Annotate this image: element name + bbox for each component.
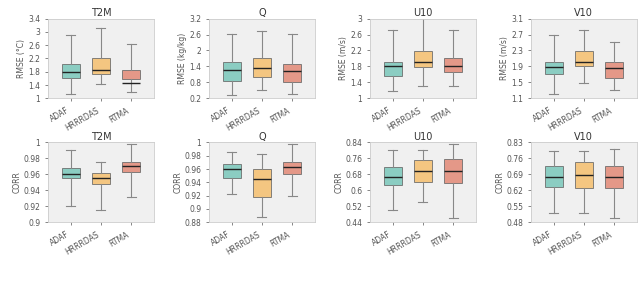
PathPatch shape (605, 166, 623, 188)
PathPatch shape (122, 162, 140, 172)
PathPatch shape (61, 168, 80, 178)
PathPatch shape (92, 173, 110, 184)
Y-axis label: CORR: CORR (334, 171, 343, 193)
PathPatch shape (575, 162, 593, 188)
PathPatch shape (444, 58, 462, 72)
Y-axis label: CORR: CORR (12, 171, 21, 193)
PathPatch shape (253, 58, 271, 77)
Y-axis label: RMSE (°C): RMSE (°C) (17, 39, 26, 78)
PathPatch shape (122, 70, 140, 79)
Y-axis label: RMSE (kg/kg): RMSE (kg/kg) (179, 33, 188, 84)
Y-axis label: CORR: CORR (173, 171, 182, 193)
PathPatch shape (223, 164, 241, 178)
PathPatch shape (383, 62, 402, 76)
PathPatch shape (414, 51, 432, 67)
PathPatch shape (223, 62, 241, 81)
PathPatch shape (605, 62, 623, 78)
Title: U10: U10 (413, 8, 433, 18)
PathPatch shape (414, 160, 432, 182)
PathPatch shape (545, 62, 563, 74)
Title: U10: U10 (413, 132, 433, 142)
PathPatch shape (253, 169, 271, 197)
Title: T2M: T2M (91, 8, 111, 18)
PathPatch shape (61, 64, 80, 78)
Y-axis label: CORR: CORR (495, 171, 504, 193)
PathPatch shape (545, 166, 563, 187)
Title: V10: V10 (575, 8, 593, 18)
PathPatch shape (444, 159, 462, 183)
Title: V10: V10 (575, 132, 593, 142)
Y-axis label: RMSE (m/s): RMSE (m/s) (339, 36, 348, 80)
Title: Q: Q (258, 8, 266, 18)
Title: T2M: T2M (91, 132, 111, 142)
PathPatch shape (383, 167, 402, 185)
PathPatch shape (575, 51, 593, 66)
Y-axis label: RMSE (m/s): RMSE (m/s) (500, 36, 509, 80)
PathPatch shape (92, 58, 110, 74)
PathPatch shape (283, 64, 301, 82)
Title: Q: Q (258, 132, 266, 142)
PathPatch shape (283, 162, 301, 174)
